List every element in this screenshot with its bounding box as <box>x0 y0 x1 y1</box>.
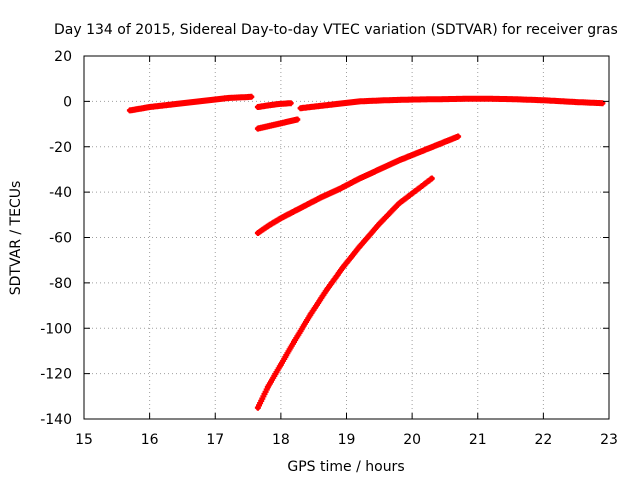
data-point <box>396 157 402 163</box>
data-point <box>507 96 514 102</box>
data-series <box>126 93 606 411</box>
data-point <box>442 96 448 102</box>
data-point <box>274 121 281 127</box>
data-point <box>294 116 300 123</box>
data-point <box>383 97 389 103</box>
series-arc-descending-upper <box>254 133 462 236</box>
data-point <box>255 104 261 110</box>
data-points <box>254 133 462 236</box>
data-point <box>265 384 271 390</box>
data-point <box>274 101 281 107</box>
data-point <box>317 103 323 109</box>
y-axis-label: SDTVAR / TECUs <box>8 181 24 296</box>
series-arc-upper-left <box>126 93 255 114</box>
data-point <box>265 123 271 129</box>
data-point <box>284 119 291 125</box>
x-tick-label: 15 <box>75 432 93 448</box>
data-point <box>206 97 212 103</box>
y-tick-label: -120 <box>40 367 72 383</box>
data-point <box>297 205 304 211</box>
data-point <box>255 405 261 411</box>
data-point <box>291 339 297 345</box>
y-tick-label: -20 <box>49 140 72 156</box>
data-point <box>455 133 461 140</box>
grid-lines <box>84 56 609 419</box>
data-points <box>297 95 606 112</box>
data-point <box>429 175 435 182</box>
data-point <box>416 149 422 156</box>
series-arc-descending-lower <box>254 175 435 411</box>
data-point <box>225 95 231 101</box>
data-point <box>255 230 261 236</box>
data-point <box>147 104 153 110</box>
data-point <box>475 96 481 102</box>
x-tick-label: 19 <box>338 432 356 448</box>
data-point <box>340 264 346 270</box>
data-point <box>435 141 441 148</box>
data-point <box>599 100 606 106</box>
data-point <box>307 312 314 318</box>
data-point <box>376 166 382 173</box>
data-point <box>265 102 271 109</box>
data-point <box>540 97 546 103</box>
x-tick-label: 18 <box>272 432 290 448</box>
data-point <box>409 96 415 103</box>
data-point <box>278 215 284 221</box>
chart-title: Day 134 of 2015, Sidereal Day-to-day VTE… <box>54 22 618 38</box>
series-arc-short-middle <box>254 100 294 110</box>
data-point <box>357 175 363 182</box>
data-point <box>297 105 304 111</box>
data-point <box>166 102 172 108</box>
series-arc-long-right <box>297 95 606 112</box>
data-point <box>337 101 343 107</box>
data-point <box>396 200 402 207</box>
x-tick-label: 21 <box>469 432 487 448</box>
data-point <box>357 243 363 250</box>
x-axis-label: GPS time / hours <box>287 459 404 475</box>
data-point <box>278 361 284 368</box>
data-point <box>337 186 343 192</box>
y-tick-label: -60 <box>49 231 72 247</box>
y-tick-label: -40 <box>49 185 72 201</box>
data-point <box>357 98 363 104</box>
x-tick-labels: 15 16 17 18 19 20 21 22 23 <box>75 432 618 448</box>
data-point <box>186 99 192 106</box>
axis-ticks <box>83 55 610 420</box>
data-point <box>376 221 382 227</box>
y-tick-label: -140 <box>40 412 72 428</box>
x-tick-label: 17 <box>206 432 224 448</box>
data-point <box>288 100 294 106</box>
x-tick-label: 20 <box>403 432 421 448</box>
y-tick-label: 0 <box>63 94 72 110</box>
y-tick-labels: 20 0 -20 -40 -60 -80 -100 -120 -140 <box>40 49 72 428</box>
data-point <box>248 94 254 100</box>
data-points <box>254 175 435 411</box>
data-point <box>324 287 330 293</box>
data-point <box>265 223 271 229</box>
y-tick-label: -100 <box>40 321 72 337</box>
data-point <box>317 195 323 201</box>
data-point <box>412 188 419 194</box>
y-tick-label: -80 <box>49 276 72 292</box>
x-tick-label: 22 <box>534 432 552 448</box>
x-tick-label: 23 <box>600 432 618 448</box>
series-arc-offset-segment <box>254 116 301 132</box>
data-point <box>573 99 579 105</box>
data-point <box>255 126 261 132</box>
x-tick-label: 16 <box>141 432 159 448</box>
data-point <box>127 107 133 114</box>
y-tick-label: 20 <box>54 49 72 65</box>
